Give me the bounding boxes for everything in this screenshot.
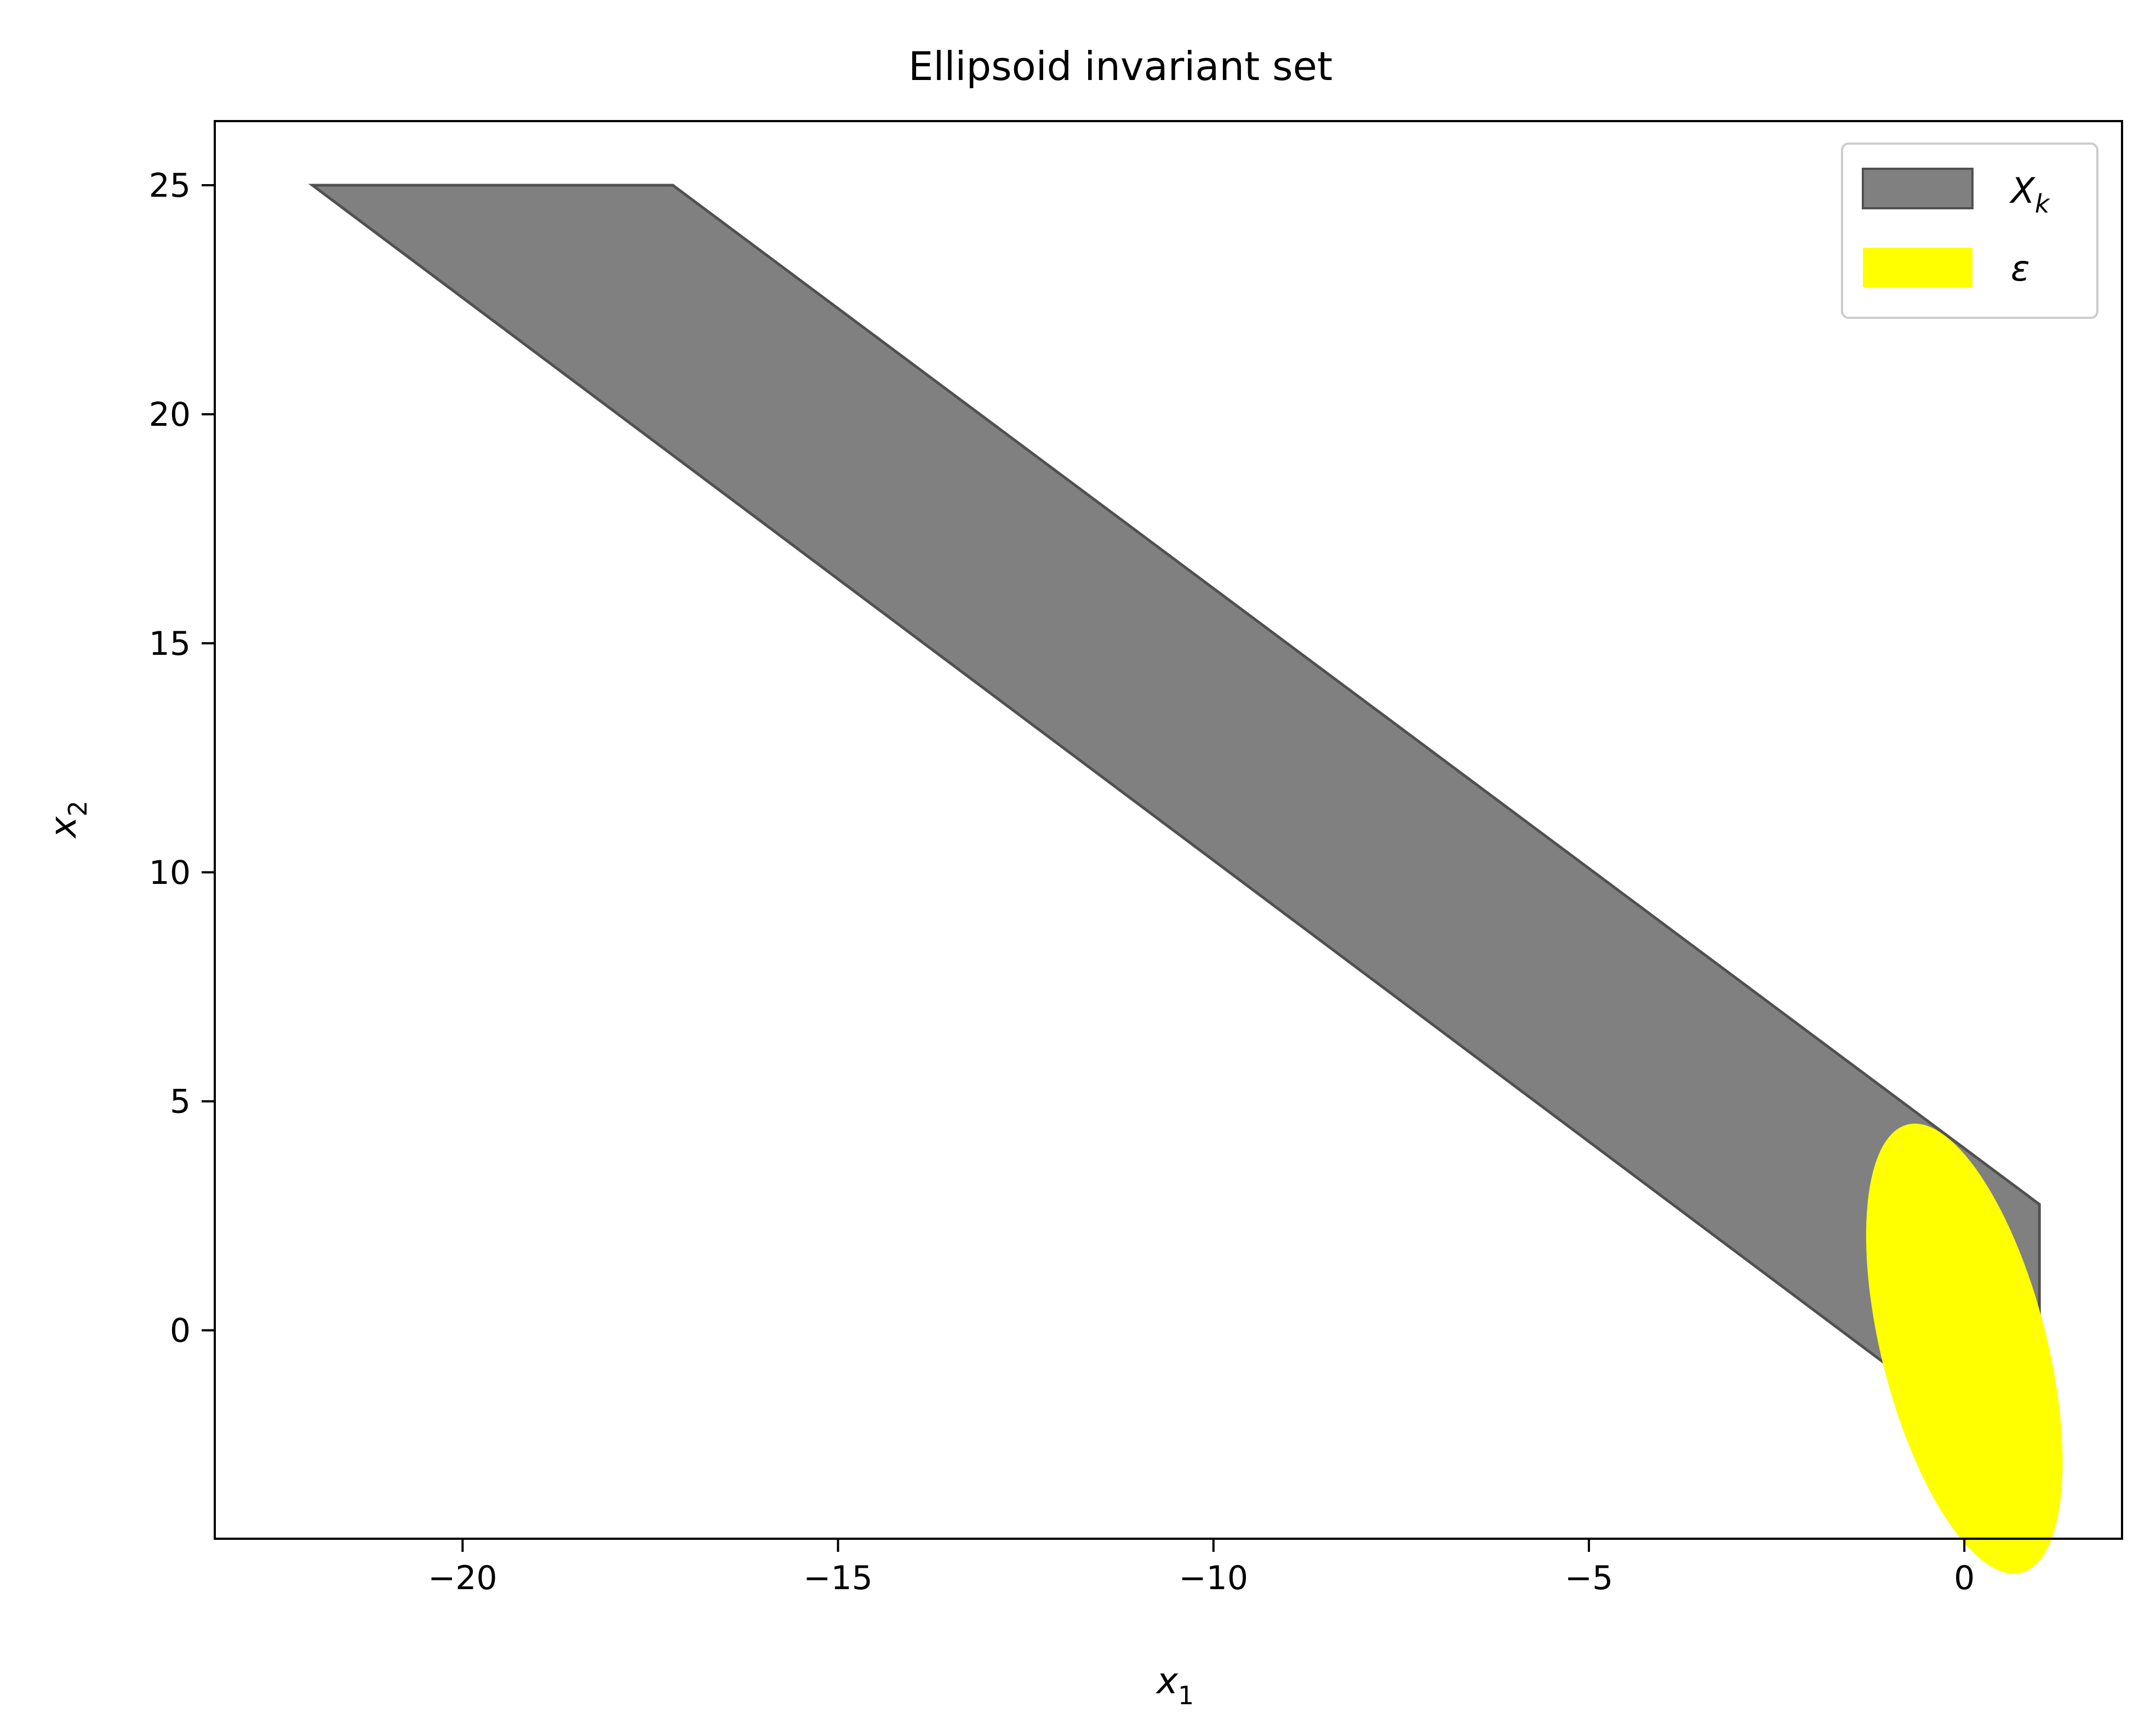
- y-tick-label: 0: [170, 1312, 191, 1350]
- plot-area: [214, 120, 2123, 1574]
- series-ellipse-epsilon: [1866, 1123, 2063, 1574]
- series-layer: [308, 184, 2063, 1574]
- y-axis-label-base: x: [42, 816, 84, 839]
- y-axis-label: x2: [42, 801, 93, 839]
- chart-title: Ellipsoid invariant set: [908, 43, 1333, 89]
- y-tick-label: 5: [170, 1083, 191, 1121]
- x-tick-label: 0: [1954, 1559, 1975, 1597]
- x-axis-label-base: x: [1156, 1660, 1179, 1702]
- legend-swatch-xk: [1862, 168, 1974, 209]
- x-axis-ticks: −20 −15 −10 −5 0: [428, 1539, 1975, 1597]
- legend-label-xk-base: X: [2009, 171, 2035, 212]
- y-tick-label: 25: [149, 167, 191, 205]
- legend-label-epsilon: ε: [2011, 249, 2030, 289]
- legend-label-xk-sub: k: [2035, 189, 2051, 219]
- x-tick-label: −5: [1565, 1559, 1613, 1597]
- x-tick-label: −20: [428, 1559, 497, 1597]
- x-axis-label: x1: [1156, 1660, 1194, 1710]
- y-axis-ticks: 0 5 10 15 20 25: [149, 167, 215, 1350]
- x-tick-label: −10: [1179, 1559, 1248, 1597]
- x-tick-label: −15: [803, 1559, 873, 1597]
- legend-swatch-epsilon: [1863, 248, 1972, 287]
- axes-frame: [214, 120, 2123, 1540]
- y-tick-label: 20: [149, 396, 191, 434]
- y-axis-label-sub: 2: [63, 801, 93, 816]
- x-axis-label-sub: 1: [1178, 1681, 1194, 1710]
- legend: Xk ε: [1841, 142, 2098, 319]
- y-tick-label: 15: [149, 625, 191, 663]
- series-polygon-xk: [308, 184, 2041, 1482]
- legend-label-xk: Xk: [2009, 171, 2051, 219]
- y-tick-label: 10: [149, 854, 191, 892]
